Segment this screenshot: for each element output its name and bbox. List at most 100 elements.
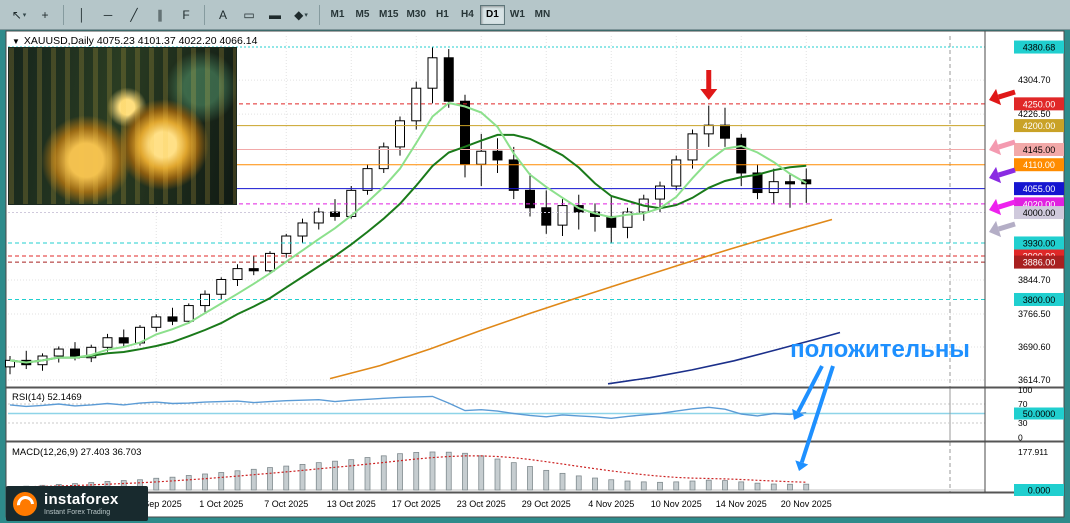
date-tick-label: 29 Oct 2025 [522,499,571,509]
candle [801,168,812,203]
price-level-badge [1014,182,1064,196]
candle [248,255,259,276]
chart-symbol-title: ▼ XAUUSD,Daily 4075.23 4101.37 4022.20 4… [12,35,257,47]
symbol-ohlc-text: XAUUSD,Daily 4075.23 4101.37 4022.20 406… [23,35,258,47]
candle [443,49,454,108]
brand-name: instaforex [44,490,119,508]
candle [330,199,340,221]
crosshair-tool-button[interactable]: + [32,3,58,27]
timeframe-button-m15[interactable]: M15 [379,9,399,20]
ma-long-line [329,218,833,380]
timeframe-button-w1[interactable]: W1 [509,9,525,20]
rsi-panel: RSI(14) 52.1469 [8,389,985,440]
price-tick-label: 3690.60 [1018,342,1051,352]
candle [622,207,633,239]
rsi-50-badge-label: 50.0000 [1023,409,1056,419]
fibonacci-tool-button[interactable]: F [173,3,199,27]
label-tool-button[interactable]: ▭ [236,3,262,27]
rsi-axis-label: 100 [1018,385,1032,395]
label-icon: ▭ [243,7,255,22]
ma-slow-line [9,133,807,364]
annotation-arrow-to-macd [795,365,835,471]
price-level-badge-label: 4380.68 [1023,43,1056,53]
chart-collapse-icon[interactable]: ▼ [12,36,20,46]
candle [281,233,292,258]
candle [297,218,308,243]
trendline-icon: ╱ [130,7,138,22]
rsi-axis-label: 30 [1018,418,1028,428]
date-tick-label: 25 Sep 2025 [131,499,182,509]
price-level-badge [1014,158,1064,172]
rsi-header: RSI(14) 52.1469 [12,392,82,403]
price-level-badge-label: 4250.00 [1023,99,1056,109]
gold-photo-inset [8,47,237,205]
button-icon: ▬ [269,7,281,22]
macd-zero-badge [1014,484,1064,496]
price-level-badge-label: 4200.00 [1023,121,1056,131]
price-level-badge-label: 4110.00 [1023,160,1055,170]
toolbar-divider [63,4,64,25]
vertical-line-tool-button[interactable]: │ [69,3,95,27]
candle [557,199,568,237]
candle [671,155,682,191]
candle [216,277,227,300]
price-level-badge [1014,40,1064,54]
candle [785,172,795,208]
candle [151,314,162,332]
fibonacci-icon: F [182,7,190,22]
text-icon: A [218,7,227,22]
timeframe-button-d1[interactable]: D1 [479,4,505,25]
candle [427,47,438,104]
timeframe-button-h4[interactable]: H4 [461,9,474,20]
price-level-badge [1014,206,1064,220]
candle [118,329,129,348]
timeframe-button-h1[interactable]: H1 [436,9,449,20]
candle [508,146,519,200]
horizontal-line-icon: ─ [103,7,113,22]
date-tick-label: 7 Oct 2025 [264,499,308,509]
timeframe-button-mn[interactable]: MN [534,9,551,20]
timeframe-button-m1[interactable]: M1 [330,9,345,20]
price-level-badge-label: 3886.00 [1023,258,1056,268]
candle [183,303,194,324]
purple-arrow [989,166,1016,184]
rsi-axis-label: 70 [1018,399,1028,409]
macd-signal-line [9,455,807,488]
instaforex-watermark: instaforex Instant Forex Trading [6,486,148,521]
trendline-tool-button[interactable]: ╱ [121,3,147,27]
price-axis[interactable]: 4304.70 4226.50 3844.70 3766.50 3690.60 3614.… [984,31,1064,496]
equidistant-channel-tool-button[interactable]: ∥ [147,3,173,27]
toolbar: ↖ ▾ + │ ─ ╱ ∥ F A ▭ ▬ ◆ ▾ M1 M5 M15 M30 H1 H4 D1 W1 MN [0,0,1070,30]
price-level-badge-label: 3930.00 [1023,238,1056,248]
price-level-badge-label: 4020.00 [1023,199,1056,209]
arrow-objects-tool-button[interactable]: ◆ ▾ [288,3,314,27]
sell-signal-down-arrow [700,70,718,100]
candle [411,81,422,130]
rsi-axis-label: 0 [1018,432,1023,442]
text-tool-button[interactable]: A [210,3,236,27]
equidistant-channel-icon: ∥ [157,7,163,22]
date-axis[interactable]: 25 Sep 2025 1 Oct 2025 7 Oct 2025 13 Oct 20… [131,499,832,509]
macd-header: MACD(12,26,9) 27.403 36.703 [12,447,141,458]
price-level-badge [1014,119,1064,133]
candle [525,172,535,217]
dropdown-caret-icon: ▾ [22,11,27,19]
timeframe-button-m30[interactable]: M30 [406,9,426,20]
timeframe-button-m5[interactable]: M5 [355,9,370,20]
price-tick-label: 3766.50 [1018,309,1051,319]
arrow-objects-icon: ◆ [294,7,304,22]
drawing-toolbar: ↖ ▾ + │ ─ ╱ ∥ F A ▭ ▬ ◆ ▾ [6,3,314,27]
price-level-badge [1014,292,1064,306]
crosshair-icon: + [41,7,49,22]
macd-zero-badge-label: 0.000 [1028,486,1051,496]
date-tick-label: 13 Oct 2025 [327,499,376,509]
horizontal-line-tool-button[interactable]: ─ [95,3,121,27]
button-tool-button[interactable]: ▬ [262,3,288,27]
price-level-badge [1014,236,1064,250]
annotation-arrow-to-rsi [792,365,824,420]
candle [768,168,779,204]
price-level-badge [1014,143,1064,157]
date-tick-label: 1 Oct 2025 [199,499,243,509]
cursor-tool-button[interactable]: ↖ ▾ [6,3,32,27]
